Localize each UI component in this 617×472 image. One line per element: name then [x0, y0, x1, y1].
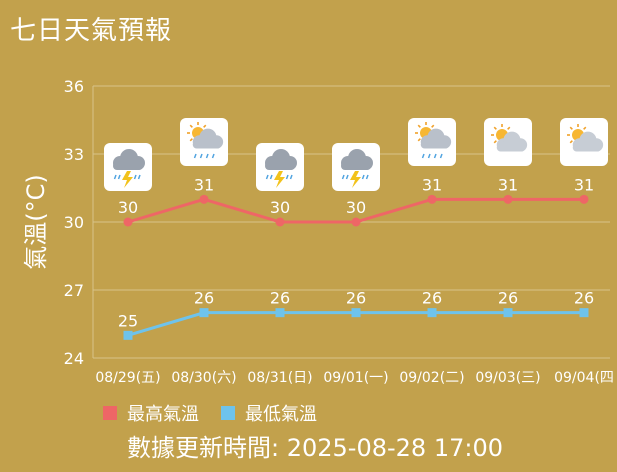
legend-item-low[interactable]: 最低氣溫 — [221, 400, 317, 426]
low-point — [503, 308, 513, 318]
update-time: 數據更新時間: 2025-08-28 17:00 — [127, 434, 503, 462]
legend: 最高氣溫 最低氣溫 — [103, 400, 339, 426]
high-point — [199, 194, 209, 204]
y-axis-title: 氣溫(°C) — [22, 174, 50, 269]
x-tick-label: 09/04(四 — [554, 370, 614, 386]
low-data-label: 26 — [498, 289, 518, 308]
high-point — [427, 194, 437, 204]
x-tick-label: 08/31(日) — [247, 370, 312, 386]
legend-label-high: 最高氣溫 — [127, 404, 199, 425]
low-point — [199, 308, 209, 318]
low-data-label: 26 — [346, 289, 366, 308]
y-tick-label: 33 — [64, 145, 84, 164]
legend-item-high[interactable]: 最高氣溫 — [103, 400, 199, 426]
thunderstorm-icon — [256, 143, 304, 191]
label-layer: 30 31 30 30 31 31 31 25 26 26 26 26 26 26 — [118, 175, 594, 330]
series-layer — [123, 194, 589, 340]
legend-swatch-high — [103, 406, 117, 420]
low-data-label: 26 — [270, 289, 290, 308]
high-data-label: 31 — [574, 175, 594, 194]
y-tick-label: 36 — [64, 77, 84, 96]
axis-layer: 24 27 30 33 36 氣溫(°C) 08/29(五) 08/30(六) 08/31(日)… — [22, 77, 614, 386]
low-data-label: 25 — [118, 311, 138, 330]
y-tick-label: 27 — [64, 281, 84, 300]
x-tick-label: 08/30(六) — [171, 370, 236, 386]
high-point — [275, 217, 285, 227]
partly-cloudy-icon — [484, 118, 532, 166]
low-point — [579, 308, 589, 318]
x-tick-label: 09/01(一) — [323, 370, 388, 386]
thunderstorm-icon — [332, 143, 380, 191]
thunderstorm-icon — [104, 143, 152, 191]
low-point — [123, 330, 133, 340]
high-data-label: 30 — [346, 198, 366, 217]
partly-cloudy-rain-icon — [180, 118, 228, 166]
x-tick-label: 09/03(三) — [475, 370, 540, 386]
partly-cloudy-icon — [560, 118, 608, 166]
high-data-label: 31 — [194, 175, 214, 194]
high-point — [351, 217, 361, 227]
low-data-label: 26 — [194, 289, 214, 308]
legend-label-low: 最低氣溫 — [245, 404, 317, 425]
x-tick-label: 08/29(五) — [95, 370, 160, 386]
low-data-label: 26 — [574, 289, 594, 308]
legend-swatch-low — [221, 406, 235, 420]
low-data-label: 26 — [422, 289, 442, 308]
icon-layer — [104, 118, 608, 191]
high-point — [123, 217, 133, 227]
y-tick-label: 30 — [64, 213, 84, 232]
low-point — [427, 308, 437, 318]
low-point — [351, 308, 361, 318]
high-point — [503, 194, 513, 204]
page-title: 七日天氣預報 — [10, 16, 173, 46]
partly-cloudy-rain-icon — [408, 118, 456, 166]
x-tick-label: 09/02(二) — [399, 370, 464, 386]
high-data-label: 30 — [118, 198, 138, 217]
high-data-label: 31 — [422, 175, 442, 194]
high-data-label: 31 — [498, 175, 518, 194]
high-point — [579, 194, 589, 204]
forecast-chart: 24 27 30 33 36 氣溫(°C) 08/29(五) 08/30(六) 08/31(日)… — [22, 77, 614, 386]
high-data-label: 30 — [270, 198, 290, 217]
y-tick-label: 24 — [64, 349, 84, 368]
low-point — [275, 308, 285, 318]
